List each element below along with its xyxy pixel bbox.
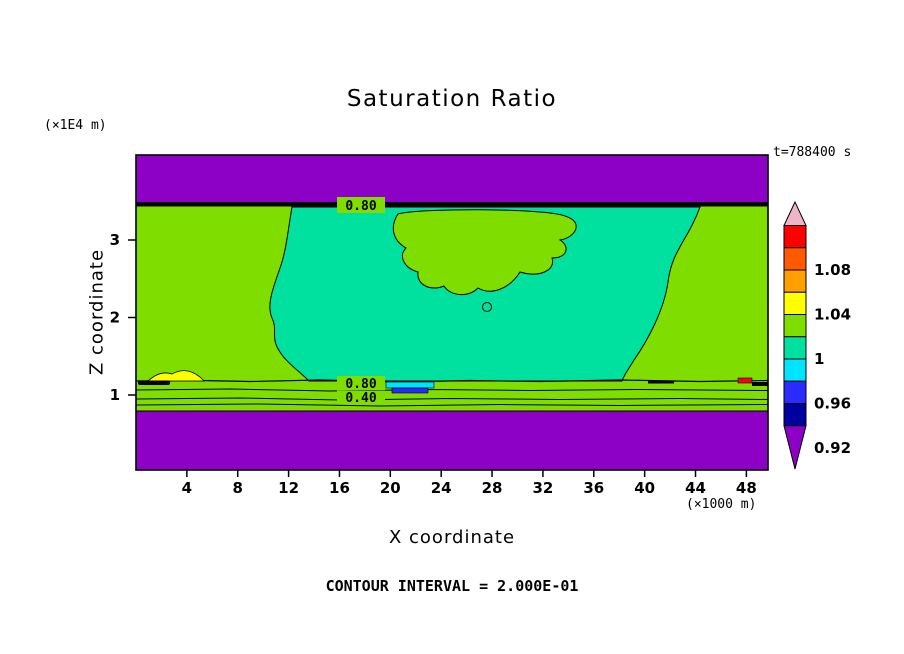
pocket-dense-contours-edge	[752, 382, 768, 386]
time-label: t=788400 s	[773, 145, 852, 160]
pocket-yellow	[146, 370, 205, 382]
colorbar-tick-label: 1.04	[814, 306, 851, 324]
y-axis-unit: (×1E4 m)	[44, 118, 107, 133]
region-island	[392, 209, 577, 295]
colorbar-segment	[783, 358, 807, 382]
x-axis-ticks: 4 8 12 16 20 24 28 32 36 40 44 48	[182, 470, 757, 497]
contour-line-b	[135, 403, 769, 407]
pocket-cyan	[385, 381, 435, 389]
contour-label-box	[337, 376, 385, 390]
x-tick-label: 32	[532, 479, 553, 497]
y-tick-label: 1	[110, 386, 120, 404]
region-saturated-core	[269, 206, 701, 382]
x-tick-label: 44	[685, 479, 706, 497]
colorbar-segment	[783, 336, 807, 360]
contour-label-080-bottom: 0.80	[345, 377, 376, 392]
contour-band-thick	[136, 202, 768, 207]
y-tick-label: 3	[110, 231, 120, 249]
y-tick-label: 2	[110, 309, 120, 327]
pocket-dense-contours-right	[648, 380, 674, 384]
x-axis-unit: (×1000 m)	[686, 497, 757, 512]
contour-label-box	[337, 197, 385, 213]
x-axis-label: X coordinate	[388, 527, 516, 548]
x-tick-label: 12	[278, 479, 299, 497]
colorbar-arrow-top	[783, 200, 807, 226]
region-top-purple	[136, 155, 768, 202]
region-bottom-purple	[136, 411, 768, 470]
contour-label-box	[337, 390, 385, 405]
colorbar-arrow-bottom	[783, 425, 807, 470]
contour-interval-note: CONTOUR INTERVAL = 2.000E-01	[325, 577, 579, 595]
colorbar-segment	[783, 314, 807, 338]
contour-label-040: 0.40	[345, 391, 376, 406]
contour-line-a	[135, 388, 769, 392]
x-tick-label: 16	[329, 479, 350, 497]
chart-title: Saturation Ratio	[346, 86, 558, 112]
pocket-dense-contours-left	[138, 380, 170, 385]
x-tick-label: 20	[380, 479, 401, 497]
x-tick-label: 4	[182, 479, 192, 497]
x-tick-label: 24	[431, 479, 452, 497]
pocket-blue	[391, 387, 429, 394]
colorbar-segment	[783, 247, 807, 271]
colorbar-tick-label: 1	[814, 350, 824, 368]
y-axis-ticks: 1 2 3	[110, 231, 136, 404]
plot-frame	[135, 154, 769, 471]
x-tick-label: 36	[583, 479, 604, 497]
colorbar: 1.08 1.04 1 0.96 0.92	[783, 200, 851, 470]
colorbar-segment	[783, 403, 807, 427]
x-tick-label: 40	[634, 479, 655, 497]
colorbar-segment	[783, 291, 807, 315]
colorbar-segment	[783, 225, 807, 249]
colorbar-segment	[783, 269, 807, 293]
pocket-red	[737, 377, 753, 384]
colorbar-tick-label: 1.08	[814, 261, 851, 279]
region-small-pocket	[482, 302, 492, 312]
colorbar-tick-label: 0.92	[814, 439, 851, 457]
x-tick-label: 8	[233, 479, 243, 497]
contour-line-040	[135, 397, 769, 401]
colorbar-segment	[783, 380, 807, 404]
contour-label-080-top: 0.80	[345, 199, 376, 214]
colorbar-tick-label: 0.96	[814, 395, 851, 413]
x-tick-label: 28	[482, 479, 503, 497]
x-tick-label: 48	[736, 479, 757, 497]
